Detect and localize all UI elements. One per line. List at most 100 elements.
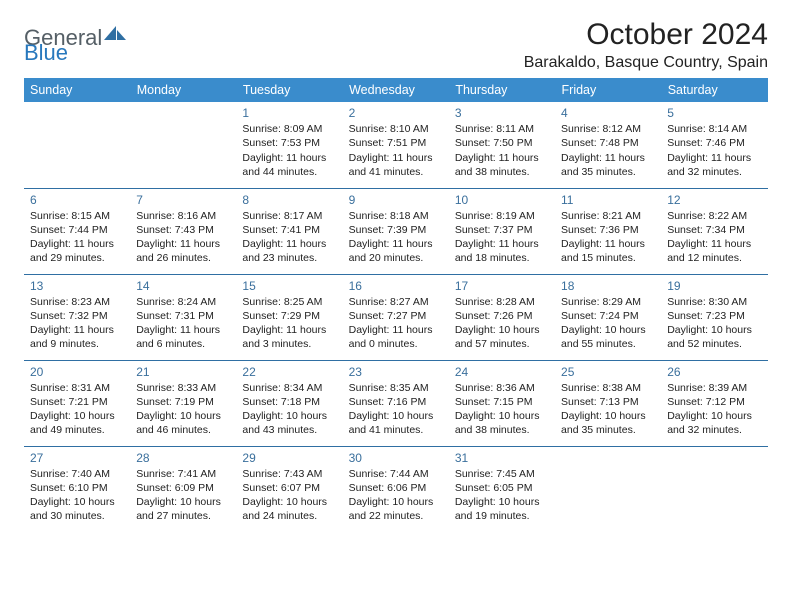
sunrise-text: Sunrise: 7:43 AM: [242, 467, 336, 481]
sunset-text: Sunset: 6:09 PM: [136, 481, 230, 495]
sunset-text: Sunset: 6:07 PM: [242, 481, 336, 495]
calendar-cell: 12Sunrise: 8:22 AMSunset: 7:34 PMDayligh…: [661, 188, 767, 274]
sunrise-text: Sunrise: 8:34 AM: [242, 381, 336, 395]
sunset-text: Sunset: 7:51 PM: [349, 136, 443, 150]
daylight-text: Daylight: 10 hours and 49 minutes.: [30, 409, 124, 437]
daylight-text: Daylight: 11 hours and 23 minutes.: [242, 237, 336, 265]
sunset-text: Sunset: 7:27 PM: [349, 309, 443, 323]
day-number: 17: [455, 278, 549, 294]
calendar-row: 20Sunrise: 8:31 AMSunset: 7:21 PMDayligh…: [24, 360, 768, 446]
sunset-text: Sunset: 7:21 PM: [30, 395, 124, 409]
day-number: 1: [242, 105, 336, 121]
sunset-text: Sunset: 7:13 PM: [561, 395, 655, 409]
daylight-text: Daylight: 10 hours and 52 minutes.: [667, 323, 761, 351]
calendar-cell: 25Sunrise: 8:38 AMSunset: 7:13 PMDayligh…: [555, 360, 661, 446]
daylight-text: Daylight: 11 hours and 38 minutes.: [455, 151, 549, 179]
sunrise-text: Sunrise: 7:44 AM: [349, 467, 443, 481]
day-number: 22: [242, 364, 336, 380]
sunset-text: Sunset: 7:53 PM: [242, 136, 336, 150]
sunset-text: Sunset: 7:48 PM: [561, 136, 655, 150]
sunset-text: Sunset: 7:29 PM: [242, 309, 336, 323]
sunset-text: Sunset: 7:12 PM: [667, 395, 761, 409]
sunset-text: Sunset: 6:10 PM: [30, 481, 124, 495]
daylight-text: Daylight: 10 hours and 19 minutes.: [455, 495, 549, 523]
sunset-text: Sunset: 7:36 PM: [561, 223, 655, 237]
daylight-text: Daylight: 10 hours and 55 minutes.: [561, 323, 655, 351]
col-tuesday: Tuesday: [236, 78, 342, 102]
day-header-row: Sunday Monday Tuesday Wednesday Thursday…: [24, 78, 768, 102]
daylight-text: Daylight: 11 hours and 35 minutes.: [561, 151, 655, 179]
sunset-text: Sunset: 7:41 PM: [242, 223, 336, 237]
calendar-cell: 29Sunrise: 7:43 AMSunset: 6:07 PMDayligh…: [236, 446, 342, 532]
sunrise-text: Sunrise: 8:25 AM: [242, 295, 336, 309]
sunset-text: Sunset: 6:06 PM: [349, 481, 443, 495]
calendar-row: 13Sunrise: 8:23 AMSunset: 7:32 PMDayligh…: [24, 274, 768, 360]
calendar-cell: 15Sunrise: 8:25 AMSunset: 7:29 PMDayligh…: [236, 274, 342, 360]
sunset-text: Sunset: 7:50 PM: [455, 136, 549, 150]
daylight-text: Daylight: 10 hours and 57 minutes.: [455, 323, 549, 351]
calendar-cell: 14Sunrise: 8:24 AMSunset: 7:31 PMDayligh…: [130, 274, 236, 360]
sunrise-text: Sunrise: 8:30 AM: [667, 295, 761, 309]
daylight-text: Daylight: 10 hours and 41 minutes.: [349, 409, 443, 437]
daylight-text: Daylight: 11 hours and 15 minutes.: [561, 237, 655, 265]
daylight-text: Daylight: 10 hours and 22 minutes.: [349, 495, 443, 523]
calendar-cell: [130, 102, 236, 188]
day-number: 15: [242, 278, 336, 294]
daylight-text: Daylight: 10 hours and 32 minutes.: [667, 409, 761, 437]
sunrise-text: Sunrise: 8:38 AM: [561, 381, 655, 395]
sunset-text: Sunset: 7:34 PM: [667, 223, 761, 237]
day-number: 18: [561, 278, 655, 294]
calendar-cell: 22Sunrise: 8:34 AMSunset: 7:18 PMDayligh…: [236, 360, 342, 446]
sunset-text: Sunset: 7:16 PM: [349, 395, 443, 409]
calendar-cell: 30Sunrise: 7:44 AMSunset: 6:06 PMDayligh…: [343, 446, 449, 532]
sunrise-text: Sunrise: 8:15 AM: [30, 209, 124, 223]
col-sunday: Sunday: [24, 78, 130, 102]
col-saturday: Saturday: [661, 78, 767, 102]
calendar-cell: 11Sunrise: 8:21 AMSunset: 7:36 PMDayligh…: [555, 188, 661, 274]
calendar-cell: 16Sunrise: 8:27 AMSunset: 7:27 PMDayligh…: [343, 274, 449, 360]
calendar-cell: 6Sunrise: 8:15 AMSunset: 7:44 PMDaylight…: [24, 188, 130, 274]
calendar-cell: 2Sunrise: 8:10 AMSunset: 7:51 PMDaylight…: [343, 102, 449, 188]
calendar-cell: 23Sunrise: 8:35 AMSunset: 7:16 PMDayligh…: [343, 360, 449, 446]
calendar-cell: 7Sunrise: 8:16 AMSunset: 7:43 PMDaylight…: [130, 188, 236, 274]
calendar-row: 27Sunrise: 7:40 AMSunset: 6:10 PMDayligh…: [24, 446, 768, 532]
sunrise-text: Sunrise: 8:29 AM: [561, 295, 655, 309]
sunset-text: Sunset: 7:43 PM: [136, 223, 230, 237]
calendar-cell: 21Sunrise: 8:33 AMSunset: 7:19 PMDayligh…: [130, 360, 236, 446]
day-number: 3: [455, 105, 549, 121]
sunrise-text: Sunrise: 8:17 AM: [242, 209, 336, 223]
daylight-text: Daylight: 10 hours and 38 minutes.: [455, 409, 549, 437]
sunrise-text: Sunrise: 8:31 AM: [30, 381, 124, 395]
sunrise-text: Sunrise: 8:16 AM: [136, 209, 230, 223]
daylight-text: Daylight: 10 hours and 35 minutes.: [561, 409, 655, 437]
sunrise-text: Sunrise: 8:10 AM: [349, 122, 443, 136]
calendar-row: 6Sunrise: 8:15 AMSunset: 7:44 PMDaylight…: [24, 188, 768, 274]
calendar-cell: 10Sunrise: 8:19 AMSunset: 7:37 PMDayligh…: [449, 188, 555, 274]
sunrise-text: Sunrise: 8:24 AM: [136, 295, 230, 309]
calendar-cell: 8Sunrise: 8:17 AMSunset: 7:41 PMDaylight…: [236, 188, 342, 274]
sunrise-text: Sunrise: 8:11 AM: [455, 122, 549, 136]
sunset-text: Sunset: 7:46 PM: [667, 136, 761, 150]
calendar-cell: 3Sunrise: 8:11 AMSunset: 7:50 PMDaylight…: [449, 102, 555, 188]
daylight-text: Daylight: 10 hours and 43 minutes.: [242, 409, 336, 437]
daylight-text: Daylight: 11 hours and 32 minutes.: [667, 151, 761, 179]
day-number: 4: [561, 105, 655, 121]
daylight-text: Daylight: 10 hours and 46 minutes.: [136, 409, 230, 437]
calendar-cell: 18Sunrise: 8:29 AMSunset: 7:24 PMDayligh…: [555, 274, 661, 360]
brand-part2: Blue: [24, 40, 68, 65]
day-number: 25: [561, 364, 655, 380]
day-number: 28: [136, 450, 230, 466]
daylight-text: Daylight: 11 hours and 12 minutes.: [667, 237, 761, 265]
sunrise-text: Sunrise: 8:22 AM: [667, 209, 761, 223]
sunrise-text: Sunrise: 7:40 AM: [30, 467, 124, 481]
col-friday: Friday: [555, 78, 661, 102]
day-number: 29: [242, 450, 336, 466]
calendar-cell: 17Sunrise: 8:28 AMSunset: 7:26 PMDayligh…: [449, 274, 555, 360]
sunset-text: Sunset: 7:37 PM: [455, 223, 549, 237]
daylight-text: Daylight: 11 hours and 41 minutes.: [349, 151, 443, 179]
day-number: 14: [136, 278, 230, 294]
month-title: October 2024: [524, 18, 768, 52]
day-number: 19: [667, 278, 761, 294]
sunrise-text: Sunrise: 8:33 AM: [136, 381, 230, 395]
sunrise-text: Sunrise: 8:12 AM: [561, 122, 655, 136]
